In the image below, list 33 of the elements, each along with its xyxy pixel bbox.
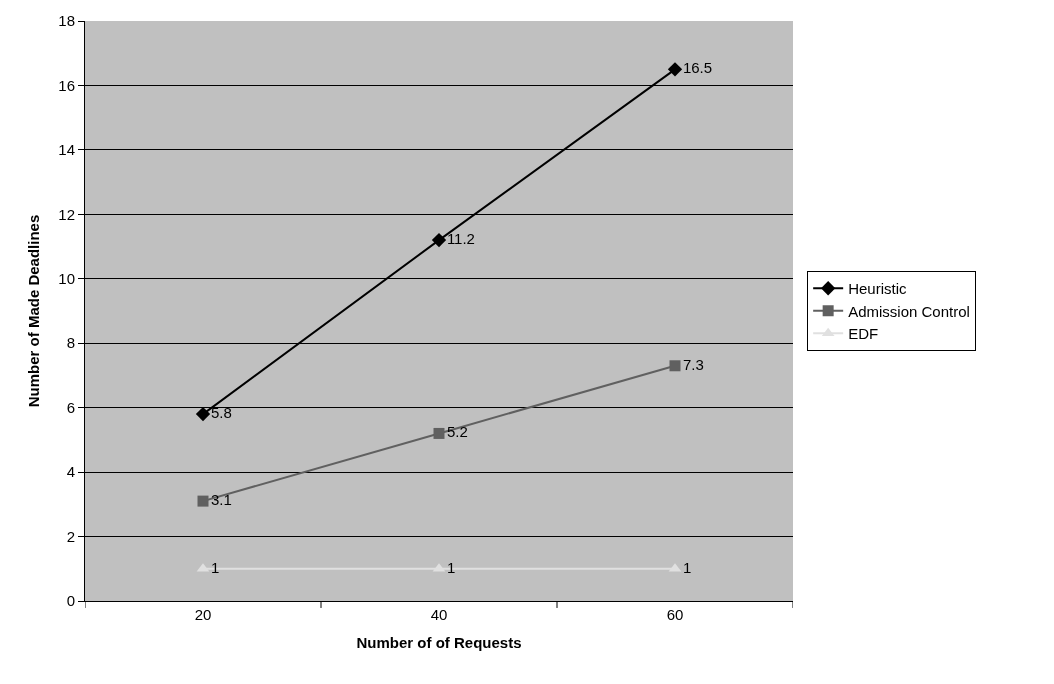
y-tick-label: 4	[66, 463, 75, 481]
y-tick-label: 10	[58, 270, 75, 288]
data-label: 11.2	[446, 229, 475, 247]
point	[669, 360, 681, 372]
legend-label: Heuristic	[848, 280, 907, 298]
point	[195, 406, 211, 422]
y-tick-label: 16	[58, 76, 75, 94]
y-tick-label: 12	[58, 205, 75, 223]
point	[667, 62, 683, 77]
y-tick-label: 8	[66, 334, 75, 352]
point	[433, 427, 445, 439]
y-tick-label: 0	[66, 592, 75, 610]
y-tick-label: 2	[66, 527, 75, 545]
data-label: 16.5	[682, 59, 713, 77]
y-tick-label: 18	[58, 12, 75, 30]
data-label: 1	[682, 558, 692, 576]
legend-label: EDF	[848, 325, 879, 343]
point	[197, 495, 209, 507]
data-label: 1	[210, 558, 220, 576]
x-axis-title: Number of of Requests	[356, 634, 522, 651]
y-tick-label: 14	[58, 141, 75, 159]
data-label: 1	[446, 558, 456, 576]
x-tick-label: 60	[666, 606, 684, 623]
data-label: 3.1	[210, 490, 232, 508]
data-label: 5.8	[210, 403, 232, 421]
y-axis-title: Number of Made Deadlines	[24, 214, 42, 408]
x-tick-label: 40	[430, 606, 448, 623]
data-label: 5.2	[446, 423, 468, 441]
point	[431, 232, 447, 248]
y-tick-label: 6	[66, 398, 75, 416]
x-tick-label: 20	[194, 606, 212, 623]
legend-label: Admission Control	[848, 302, 970, 320]
data-label: 7.3	[682, 355, 704, 373]
